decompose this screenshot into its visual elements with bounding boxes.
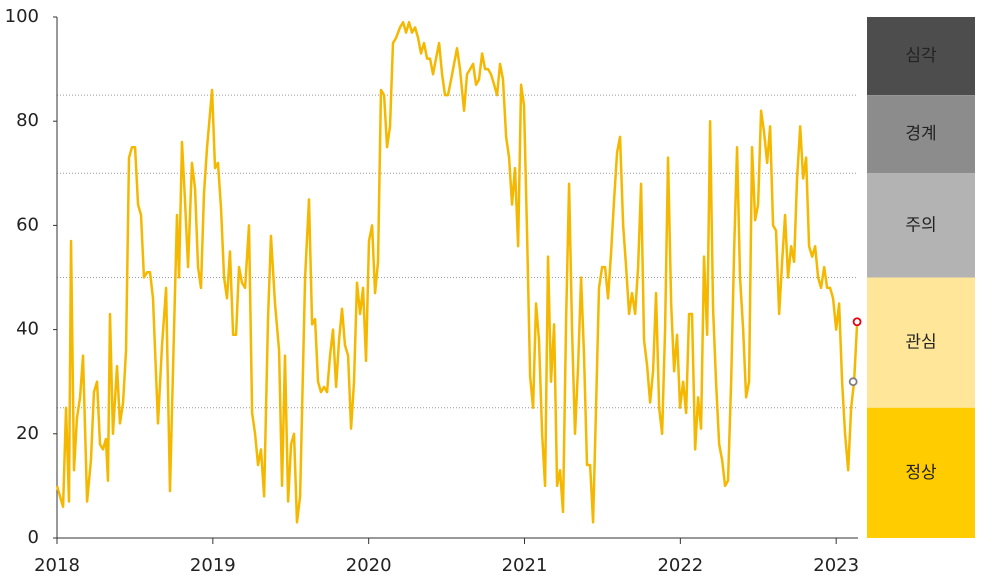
- data-line: [55, 20, 859, 524]
- y-tick-label: 60: [16, 214, 39, 235]
- band: [867, 277, 975, 408]
- band-label: 정상: [905, 463, 937, 483]
- x-tick-label: 2022: [657, 555, 703, 576]
- x-tick-label: 2023: [813, 555, 859, 576]
- y-tick-label: 20: [16, 423, 39, 444]
- end-point: [848, 377, 858, 387]
- band: [867, 95, 975, 174]
- band-label: 주의: [905, 215, 936, 235]
- band-label: 경계: [905, 124, 936, 144]
- y-tick-label: 80: [16, 110, 39, 131]
- y-tick-label: 40: [16, 319, 39, 340]
- x-tick-label: 2020: [346, 555, 392, 576]
- band: [867, 407, 975, 538]
- x-tick-label: 2021: [502, 555, 548, 576]
- band: [867, 173, 975, 278]
- band-label: 심각: [905, 46, 937, 66]
- band: [867, 17, 975, 96]
- x-tick-label: 2018: [34, 555, 80, 576]
- x-tick-label: 2019: [190, 555, 236, 576]
- band-label: 관심: [905, 333, 936, 353]
- y-tick-label: 100: [5, 6, 39, 27]
- y-tick-label: 0: [28, 527, 39, 548]
- end-point: [852, 317, 862, 327]
